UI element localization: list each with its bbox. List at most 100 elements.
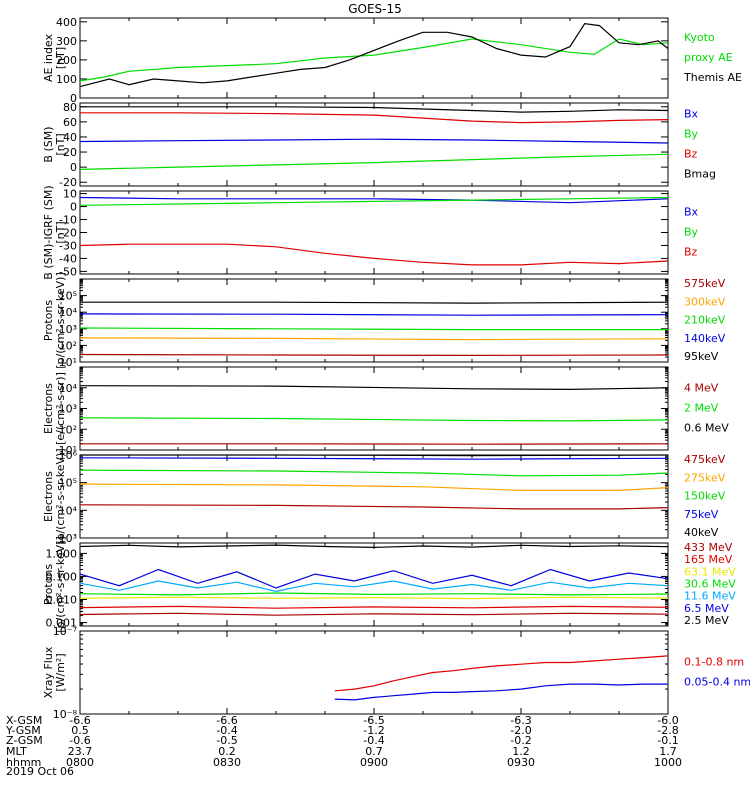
panel-protons_mev: 0.001 0.010 0.100 1.000 Protons [p/(cm²-s-sr-… bbox=[42, 536, 736, 633]
y-tick-label: 10¹ bbox=[59, 356, 77, 369]
y-tick-label: 300 bbox=[56, 35, 77, 48]
legend-entry: Bz bbox=[684, 246, 698, 259]
y-tick-label: 400 bbox=[56, 16, 77, 29]
legend-entry: Kyoto bbox=[684, 31, 715, 44]
series-line-165-mev bbox=[79, 605, 669, 609]
footer-value: -1.2 bbox=[363, 724, 384, 737]
y-axis-label: [W/m²] bbox=[54, 653, 67, 691]
legend-entry: 40keV bbox=[684, 526, 719, 539]
y-axis-label: Protons bbox=[42, 300, 55, 341]
y-tick-label: 200 bbox=[56, 54, 77, 67]
legend-entry: 275keV bbox=[684, 471, 726, 484]
series-line-11-6-mev bbox=[79, 580, 669, 593]
series-line-30-6-mev bbox=[79, 592, 669, 596]
y-tick-label: 10⁶ bbox=[59, 449, 78, 462]
series-line-475kev bbox=[79, 504, 669, 510]
panel-frame bbox=[79, 190, 669, 275]
legend-entry: proxy AE bbox=[684, 51, 733, 64]
y-tick-label: 80 bbox=[63, 101, 77, 114]
footer-row-label: X-GSM bbox=[6, 714, 42, 727]
legend-entry: 433 MeV bbox=[684, 541, 733, 554]
y-axis-label: [nT] bbox=[54, 221, 67, 243]
y-tick-label: 0.010 bbox=[46, 593, 78, 606]
y-tick-label: 10¹ bbox=[59, 444, 77, 457]
series-line-bz bbox=[79, 243, 669, 266]
y-tick-label: 60 bbox=[63, 116, 77, 129]
panel-xray: 10⁻⁸ 10⁻⁷ Xray Flux [W/m²] 0.1-0.8 nm 0.05-0.… bbox=[42, 625, 750, 721]
footer-value: -6.5 bbox=[363, 714, 384, 727]
series-line-2-5-mev bbox=[79, 544, 669, 549]
footer-value: -0.5 bbox=[216, 734, 237, 747]
legend-entry: Bx bbox=[684, 108, 699, 121]
y-tick-label: 0.100 bbox=[46, 570, 78, 583]
series-line-2-mev bbox=[79, 417, 669, 422]
footer-value: -0.1 bbox=[657, 734, 678, 747]
footer-value: 0.7 bbox=[365, 745, 383, 758]
footer-value: -6.0 bbox=[657, 714, 678, 727]
y-axis-label: [p/(cm²-s-sr-keV)] bbox=[54, 272, 67, 369]
footer-value: -2.8 bbox=[657, 724, 678, 737]
y-tick-label: 100 bbox=[56, 73, 77, 86]
y-tick-label: 10⁴ bbox=[59, 306, 78, 319]
y-tick-label: -20 bbox=[59, 227, 77, 240]
legend-entry: 4 MeV bbox=[684, 382, 719, 395]
y-tick-label: 10⁻⁸ bbox=[53, 708, 78, 721]
footer-row-label: Y-GSM bbox=[5, 724, 41, 737]
series-line-150kev bbox=[79, 469, 669, 477]
legend-entry: 30.6 MeV bbox=[684, 578, 736, 591]
series-line-6-5-mev bbox=[79, 568, 669, 589]
footer-value: -2.0 bbox=[510, 724, 531, 737]
y-tick-label: 10³ bbox=[59, 323, 77, 336]
series-line-63-1-mev bbox=[79, 596, 669, 600]
legend-entry: Themis AE bbox=[683, 71, 742, 84]
series-line-0-05-0-4-nm bbox=[334, 683, 668, 701]
series-line-433-mev bbox=[79, 612, 669, 616]
series-line-75kev bbox=[79, 457, 669, 460]
legend-entry: 2.5 MeV bbox=[684, 614, 729, 627]
y-axis-label: Xray Flux bbox=[42, 646, 55, 698]
legend-entry: 575keV bbox=[684, 277, 726, 290]
legend-entry: 2 MeV bbox=[684, 402, 719, 415]
y-tick-label: 40 bbox=[63, 131, 77, 144]
series-line-bx bbox=[79, 196, 669, 204]
y-tick-label: 0.001 bbox=[46, 617, 78, 630]
legend-entry: 150keV bbox=[684, 490, 726, 503]
footer-value: 0.5 bbox=[71, 724, 89, 737]
y-tick-label: 0 bbox=[70, 92, 77, 105]
y-tick-label: 1.000 bbox=[46, 547, 78, 560]
footer-row-label: 2019 Oct 06 bbox=[6, 765, 74, 778]
y-tick-label: 10³ bbox=[59, 403, 77, 416]
chart-title: GOES-15 bbox=[348, 2, 402, 16]
y-tick-label: -20 bbox=[59, 176, 77, 189]
legend-entry: 11.6 MeV bbox=[684, 590, 736, 603]
panel-frame bbox=[79, 454, 669, 539]
y-tick-label: -30 bbox=[59, 239, 77, 252]
y-axis-label: Electrons bbox=[42, 383, 55, 434]
footer-value: 1.2 bbox=[512, 745, 530, 758]
legend-entry: 63.1 MeV bbox=[684, 565, 736, 578]
footer-value: -0.6 bbox=[69, 734, 90, 747]
legend-entry: Bx bbox=[684, 206, 699, 219]
footer-value: 1.7 bbox=[659, 745, 677, 758]
legend-entry: Bmag bbox=[684, 168, 716, 181]
legend-entry: 6.5 MeV bbox=[684, 602, 729, 615]
footer-value: -0.4 bbox=[363, 734, 384, 747]
legend-entry: 475keV bbox=[684, 453, 726, 466]
series-line-bz bbox=[80, 112, 669, 124]
y-tick-label: 10⁴ bbox=[59, 504, 78, 517]
legend-entry: 95keV bbox=[684, 350, 719, 363]
footer-value: 0830 bbox=[213, 756, 241, 769]
legend-entry: 300keV bbox=[684, 295, 726, 308]
series-line-0-6-mev bbox=[79, 385, 669, 391]
panel-bsm: -20 0 20 40 60 80 B (SM) [nT] Bx By Bz Bmag bbox=[42, 101, 716, 189]
series-line-575kev bbox=[79, 353, 669, 356]
series-line-by bbox=[79, 196, 669, 206]
panel-electrons_kev: 10³ 10⁴ 10⁵ 10⁶ Electrons [e/(cm²-s-sr-keV)] 4… bbox=[42, 448, 726, 545]
legend-entry: 210keV bbox=[684, 314, 726, 327]
y-axis-label: Protons bbox=[42, 564, 55, 605]
legend-entry: Bz bbox=[684, 148, 698, 161]
y-tick-label: 10⁵ bbox=[59, 477, 77, 490]
footer-value: 0930 bbox=[507, 756, 535, 769]
series-line-bx bbox=[79, 138, 669, 144]
